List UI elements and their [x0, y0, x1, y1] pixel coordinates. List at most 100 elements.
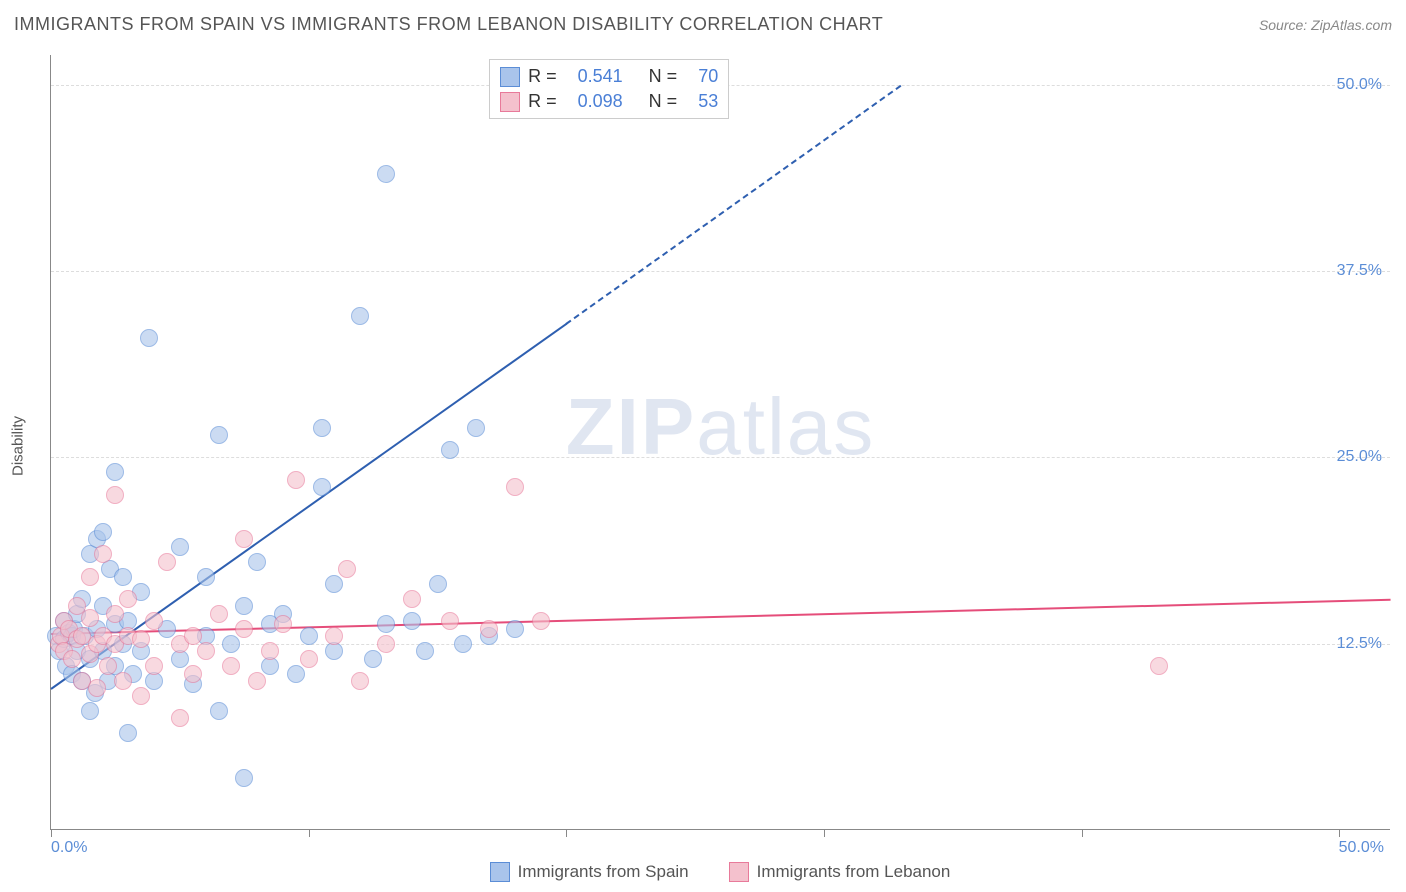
- data-point: [248, 672, 266, 690]
- trend-line: [566, 85, 902, 325]
- ytick-label: 37.5%: [1337, 262, 1382, 280]
- data-point: [416, 642, 434, 660]
- data-point: [81, 568, 99, 586]
- data-point: [88, 679, 106, 697]
- source-label: Source: ZipAtlas.com: [1259, 17, 1392, 33]
- xtick: [51, 829, 52, 837]
- data-point: [532, 612, 550, 630]
- data-point: [106, 605, 124, 623]
- gridline: [51, 271, 1390, 272]
- data-point: [114, 568, 132, 586]
- data-point: [235, 620, 253, 638]
- xtick: [1082, 829, 1083, 837]
- data-point: [403, 612, 421, 630]
- ytick-label: 25.0%: [1337, 448, 1382, 466]
- data-point: [94, 523, 112, 541]
- data-point: [171, 538, 189, 556]
- data-point: [377, 635, 395, 653]
- data-point: [235, 597, 253, 615]
- data-point: [140, 329, 158, 347]
- data-point: [197, 568, 215, 586]
- data-point: [287, 471, 305, 489]
- stats-N-value: 70: [698, 66, 718, 87]
- stats-swatch: [500, 92, 520, 112]
- data-point: [1150, 657, 1168, 675]
- data-point: [287, 665, 305, 683]
- data-point: [132, 630, 150, 648]
- data-point: [81, 609, 99, 627]
- data-point: [210, 426, 228, 444]
- data-point: [441, 441, 459, 459]
- data-point: [261, 642, 279, 660]
- data-point: [132, 687, 150, 705]
- data-point: [145, 657, 163, 675]
- xtick-label-start: 0.0%: [51, 839, 87, 857]
- data-point: [235, 530, 253, 548]
- data-point: [351, 672, 369, 690]
- data-point: [364, 650, 382, 668]
- data-point: [94, 545, 112, 563]
- xtick: [566, 829, 567, 837]
- data-point: [377, 615, 395, 633]
- data-point: [441, 612, 459, 630]
- data-point: [171, 709, 189, 727]
- data-point: [325, 575, 343, 593]
- legend-swatch-lebanon: [729, 862, 749, 882]
- watermark: ZIPatlas: [566, 381, 875, 473]
- data-point: [403, 590, 421, 608]
- stats-R-label: R =: [528, 66, 557, 87]
- data-point: [274, 615, 292, 633]
- data-point: [106, 486, 124, 504]
- data-point: [325, 627, 343, 645]
- ytick-label: 12.5%: [1337, 635, 1382, 653]
- ytick-label: 50.0%: [1337, 76, 1382, 94]
- gridline: [51, 644, 1390, 645]
- data-point: [119, 724, 137, 742]
- data-point: [81, 702, 99, 720]
- plot-area: ZIPatlas 12.5%25.0%37.5%50.0%0.0%50.0%R …: [50, 55, 1390, 830]
- data-point: [197, 642, 215, 660]
- stats-N-label: N =: [649, 66, 678, 87]
- stats-N-value: 53: [698, 91, 718, 112]
- data-point: [377, 165, 395, 183]
- data-point: [467, 419, 485, 437]
- data-point: [106, 463, 124, 481]
- data-point: [210, 605, 228, 623]
- legend-swatch-spain: [490, 862, 510, 882]
- xtick: [309, 829, 310, 837]
- stats-row: R = 0.541 N = 70: [500, 64, 718, 89]
- data-point: [429, 575, 447, 593]
- data-point: [351, 307, 369, 325]
- gridline: [51, 457, 1390, 458]
- data-point: [210, 702, 228, 720]
- legend-label-lebanon: Immigrants from Lebanon: [757, 862, 951, 882]
- legend-label-spain: Immigrants from Spain: [518, 862, 689, 882]
- xtick-label-end: 50.0%: [1339, 839, 1384, 857]
- xtick: [1339, 829, 1340, 837]
- chart-title: IMMIGRANTS FROM SPAIN VS IMMIGRANTS FROM…: [14, 14, 883, 35]
- data-point: [506, 620, 524, 638]
- data-point: [338, 560, 356, 578]
- data-point: [99, 657, 117, 675]
- data-point: [248, 553, 266, 571]
- data-point: [313, 419, 331, 437]
- data-point: [222, 657, 240, 675]
- data-point: [114, 672, 132, 690]
- bottom-legend: Immigrants from Spain Immigrants from Le…: [50, 862, 1390, 882]
- stats-R-value: 0.098: [578, 91, 623, 112]
- stats-R-label: R =: [528, 91, 557, 112]
- data-point: [235, 769, 253, 787]
- data-point: [506, 478, 524, 496]
- data-point: [119, 590, 137, 608]
- data-point: [184, 665, 202, 683]
- legend-item-spain: Immigrants from Spain: [490, 862, 689, 882]
- data-point: [63, 650, 81, 668]
- stats-swatch: [500, 67, 520, 87]
- data-point: [480, 620, 498, 638]
- legend-item-lebanon: Immigrants from Lebanon: [729, 862, 951, 882]
- data-point: [222, 635, 240, 653]
- data-point: [300, 627, 318, 645]
- data-point: [300, 650, 318, 668]
- data-point: [158, 553, 176, 571]
- stats-row: R = 0.098 N = 53: [500, 89, 718, 114]
